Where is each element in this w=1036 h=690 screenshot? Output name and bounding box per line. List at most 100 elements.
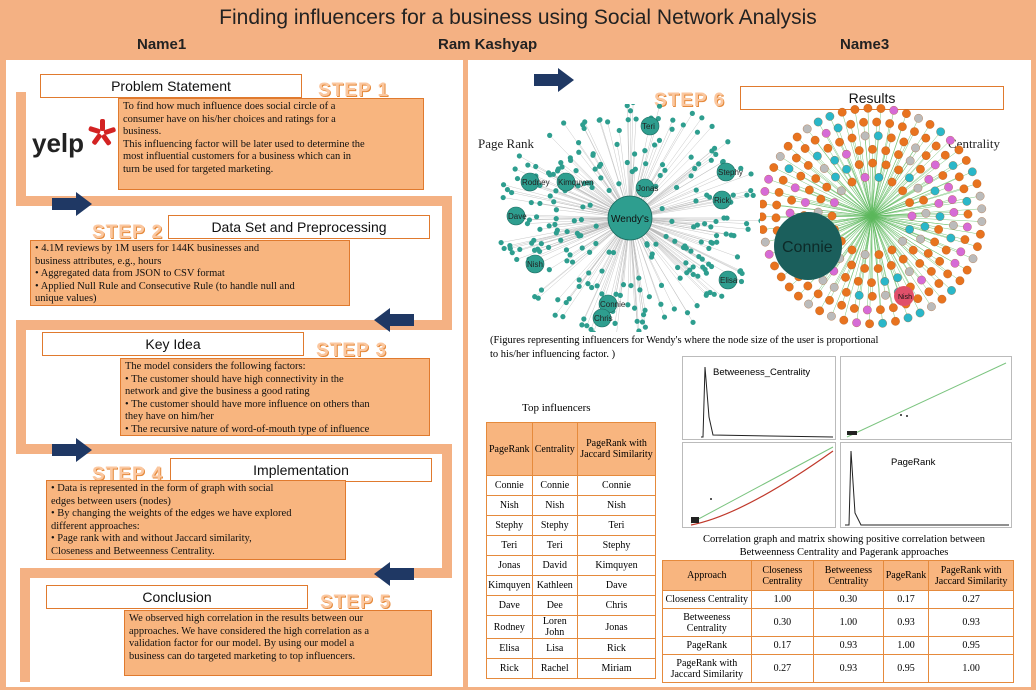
network-node [737,268,744,274]
step4-heading: Implementation [170,458,432,482]
network-node [547,132,553,138]
table-cell: 1.00 [813,608,884,637]
network-node [552,221,558,228]
network-node [956,247,966,257]
network-node [617,292,623,298]
network-node [760,199,768,209]
network-node [709,148,715,154]
correlation-caption: Correlation graph and matrix showing pos… [666,533,1022,559]
network-node [616,181,622,187]
network-edge [871,215,910,230]
author-2: Ram Kashyap [438,36,538,53]
network-node [917,275,926,285]
table-cell: 0.95 [928,636,1014,655]
network-node [713,151,719,157]
network-edge [871,131,915,217]
network-node [946,233,956,243]
network-node [908,245,918,255]
network-node [575,140,582,146]
step1-line: To find how much influence does social c… [123,101,336,112]
network-node [498,239,504,246]
network-node [558,160,564,166]
network-node [625,302,631,308]
network-node [669,126,675,132]
network-edge [871,215,948,275]
step3-heading: Key Idea [42,332,304,356]
table-row: Betweeness Centrality 0.30 1.00 0.93 0.93 [662,608,1014,637]
step2-text: • 4.1M reviews by 1M users for 144K busi… [30,240,350,306]
network-node [853,276,863,286]
author-3: Name3 [840,36,890,53]
table-cell: Dave [486,595,533,616]
network-node [714,239,720,245]
network-node [589,184,595,191]
network-node [894,150,903,159]
table-cell: Miriam [576,658,657,679]
network-node [941,245,951,255]
step3-line: • The customer should have more influenc… [125,398,370,410]
network-node [627,108,634,114]
network-node [658,301,664,307]
network-node [553,230,559,236]
network-node [837,300,846,310]
step3-line: network and give the business a good rat… [125,386,310,398]
network-node [708,263,715,270]
network-node [662,167,668,173]
network-node [607,195,653,241]
betweenness-panel-label: Betweeness_Centrality [713,367,811,378]
pagerank-panel-label: PageRank [891,457,936,468]
network-node [643,161,649,167]
network-node [907,211,917,221]
network-node [930,186,940,196]
node-label: Nish [527,260,543,269]
network-node [960,235,970,244]
network-node [874,173,884,182]
network-node [560,314,566,320]
network-node [636,275,642,281]
correlation-plot-matrix: Betweeness_Centrality PageRank [678,350,1018,532]
network-node [911,143,920,153]
table-row: Jonas David Kimquyen [486,555,657,576]
network-edge [871,215,982,222]
network-node [589,284,595,291]
network-node [772,200,782,210]
network-node [830,155,839,165]
author-1: Name1 [137,36,187,53]
network-node [924,175,934,184]
network-node [630,104,636,106]
network-node [699,115,705,121]
step2-line: business attributes, e.g., hours [35,255,162,267]
network-node [640,116,660,136]
step2-label: STEP 2 [92,222,164,243]
network-node [576,277,582,283]
table-cell: Connie [486,475,533,496]
step1-line: business. [123,126,162,138]
network-node [566,296,572,302]
network-node [934,199,944,208]
table-cell: Lisa [531,638,578,659]
network-node [585,180,592,186]
network-node [584,323,590,329]
network-node [640,312,647,318]
step2-line: • 4.1M reviews by 1M users for 144K busi… [35,243,260,254]
network-node [659,205,665,212]
network-node [500,194,506,201]
network-node [867,292,877,301]
network-node [927,302,936,312]
network-node [914,113,923,123]
network-node [634,318,640,324]
table-cell: 1.00 [750,590,815,609]
network-node [704,192,710,198]
network-node [680,122,686,128]
network-node [569,259,576,265]
network-node [581,180,587,186]
poster-title: Finding influencers for a business using… [219,6,817,29]
scatter-top-right [840,356,1012,440]
network-node [646,294,652,300]
network-node [688,248,694,254]
network-edge [871,177,910,217]
network-node [537,226,543,232]
network-node [827,311,836,321]
network-node [778,175,788,185]
network-node [821,128,831,138]
